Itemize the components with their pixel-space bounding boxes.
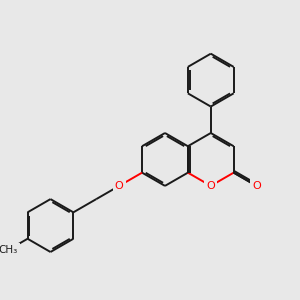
Text: O: O <box>252 181 261 191</box>
Text: CH₃: CH₃ <box>0 245 18 255</box>
Text: O: O <box>115 181 124 191</box>
Text: O: O <box>206 181 215 191</box>
